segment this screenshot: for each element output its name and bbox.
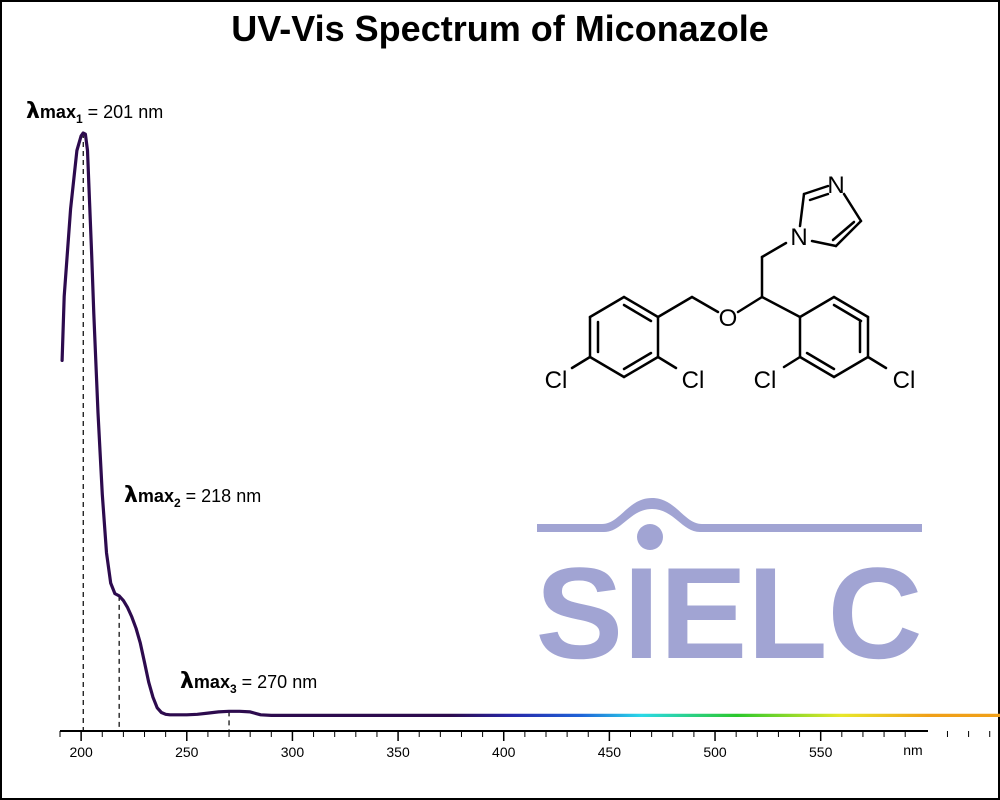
x-tick-label: 350 bbox=[386, 744, 410, 760]
atom-cl-4: Cl bbox=[893, 367, 916, 394]
lambda-max-label: λmax3 = 270 nm bbox=[180, 669, 317, 696]
atom-cl-1: Cl bbox=[545, 367, 568, 394]
x-tick-label: 500 bbox=[703, 744, 727, 760]
spectrum-line bbox=[60, 131, 1000, 717]
miconazole-structure bbox=[570, 184, 888, 379]
chart-title: UV-Vis Spectrum of Miconazole bbox=[231, 8, 769, 49]
x-tick-label: 450 bbox=[598, 744, 622, 760]
lambda-max-label: λmax1 = 201 nm bbox=[26, 99, 163, 126]
atom-cl-3: Cl bbox=[754, 367, 777, 394]
atom-oxygen: O bbox=[719, 305, 738, 332]
atom-n-top: N bbox=[827, 172, 844, 199]
logo-text: SIELC bbox=[536, 540, 923, 686]
atom-n-ring: N bbox=[790, 224, 807, 251]
molecule-labels: N N O Cl Cl Cl Cl bbox=[545, 172, 916, 394]
x-axis-unit-label: nm bbox=[903, 742, 922, 758]
atom-cl-2: Cl bbox=[682, 367, 705, 394]
lambda-max-label: λmax2 = 218 nm bbox=[124, 483, 261, 510]
x-tick-label: 200 bbox=[69, 744, 93, 760]
x-tick-label: 300 bbox=[281, 744, 305, 760]
x-tick-label: 550 bbox=[809, 744, 833, 760]
x-tick-label: 250 bbox=[175, 744, 199, 760]
logo-dot bbox=[637, 524, 663, 550]
lambda-max-guides bbox=[82, 133, 230, 731]
sielc-logo: SIELC bbox=[536, 498, 923, 686]
x-axis-ticks: 200 250 300 350 400 450 500 550 bbox=[59, 731, 991, 760]
logo-wave bbox=[537, 498, 922, 532]
lambda-max-annotations: λmax1 = 201 nm λmax2 = 218 nm λmax3 = 270 … bbox=[26, 99, 317, 696]
x-tick-label: 400 bbox=[492, 744, 516, 760]
